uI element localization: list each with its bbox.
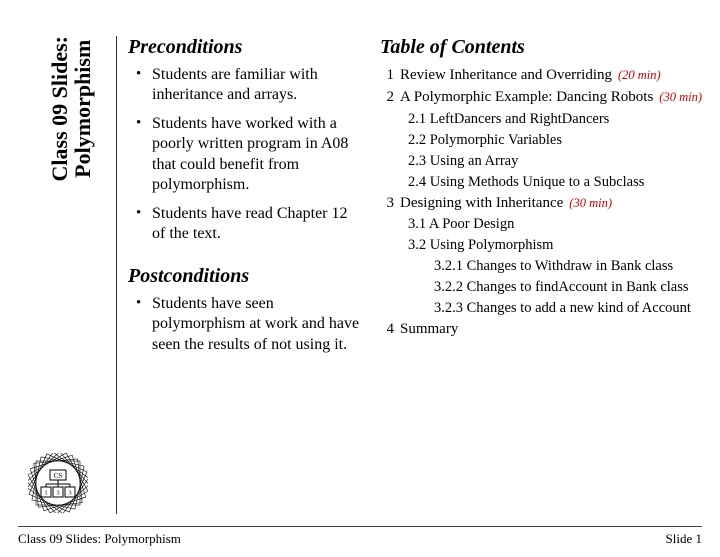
course-logo-icon: CS 1 3 3: [28, 453, 88, 513]
svg-text:3: 3: [68, 490, 71, 497]
slide: Class 09 Slides: Polymorphism Preconditi…: [0, 0, 720, 557]
toc-label: A Polymorphic Example: Dancing Robots: [400, 87, 653, 109]
toc-entry: 2.4 Using Methods Unique to a Subclass: [380, 172, 702, 193]
footer: Class 09 Slides: Polymorphism Slide 1: [18, 531, 702, 547]
vertical-divider: [116, 36, 117, 514]
postconditions-list: Students have seen polymorphism at work …: [128, 294, 362, 355]
toc-entry: 2.1 LeftDancers and RightDancers: [380, 109, 702, 130]
footer-divider: [18, 526, 702, 527]
toc-num: 4: [380, 319, 394, 341]
list-item: Students have read Chapter 12 of the tex…: [128, 204, 362, 245]
toc-time: (30 min): [569, 194, 612, 212]
toc-time: (20 min): [618, 66, 661, 84]
svg-text:1: 1: [44, 490, 47, 497]
toc-label: Summary: [400, 319, 458, 341]
toc-entry: 2.3 Using an Array: [380, 151, 702, 172]
toc-entry: 2 A Polymorphic Example: Dancing Robots (3…: [380, 87, 702, 109]
toc-entry: 4 Summary: [380, 319, 702, 341]
footer-left: Class 09 Slides: Polymorphism: [18, 531, 181, 547]
svg-text:3: 3: [56, 490, 59, 497]
toc-entry: 3.2 Using Polymorphism: [380, 235, 702, 256]
preconditions-list: Students are familiar with inheritance a…: [128, 65, 362, 245]
title-line-2: Polymorphism: [71, 36, 94, 181]
toc-list: 1 Review Inheritance and Overriding (20 mi…: [380, 65, 702, 341]
list-item: Students are familiar with inheritance a…: [128, 65, 362, 106]
toc-entry: 2.2 Polymorphic Variables: [380, 130, 702, 151]
toc-entry: 3.2.3 Changes to add a new kind of Accou…: [380, 298, 702, 319]
slide-title-vertical: Class 09 Slides: Polymorphism: [48, 36, 94, 181]
toc-heading: Table of Contents: [380, 36, 702, 59]
toc-label: Review Inheritance and Overriding: [400, 65, 612, 87]
preconditions-heading: Preconditions: [128, 36, 362, 59]
logo-cs-label: CS: [54, 472, 63, 480]
toc-label: Designing with Inheritance: [400, 193, 563, 215]
toc-time: (30 min): [659, 88, 702, 106]
toc-entry: 1 Review Inheritance and Overriding (20 mi…: [380, 65, 702, 87]
toc-entry: 3 Designing with Inheritance (30 min): [380, 193, 702, 215]
toc-entry: 3.1 A Poor Design: [380, 214, 702, 235]
footer-right: Slide 1: [666, 531, 702, 547]
title-line-1: Class 09 Slides:: [47, 36, 72, 181]
toc-num: 3: [380, 193, 394, 215]
toc-num: 1: [380, 65, 394, 87]
toc-num: 2: [380, 87, 394, 109]
toc-entry: 3.2.2 Changes to findAccount in Bank cla…: [380, 277, 702, 298]
list-item: Students have seen polymorphism at work …: [128, 294, 362, 355]
list-item: Students have worked with a poorly writt…: [128, 114, 362, 196]
postconditions-heading: Postconditions: [128, 265, 362, 288]
right-column: Table of Contents 1 Review Inheritance an…: [380, 36, 702, 375]
left-column: Preconditions Students are familiar with…: [128, 36, 362, 375]
content-area: Preconditions Students are familiar with…: [128, 36, 702, 375]
toc-entry: 3.2.1 Changes to Withdraw in Bank class: [380, 256, 702, 277]
